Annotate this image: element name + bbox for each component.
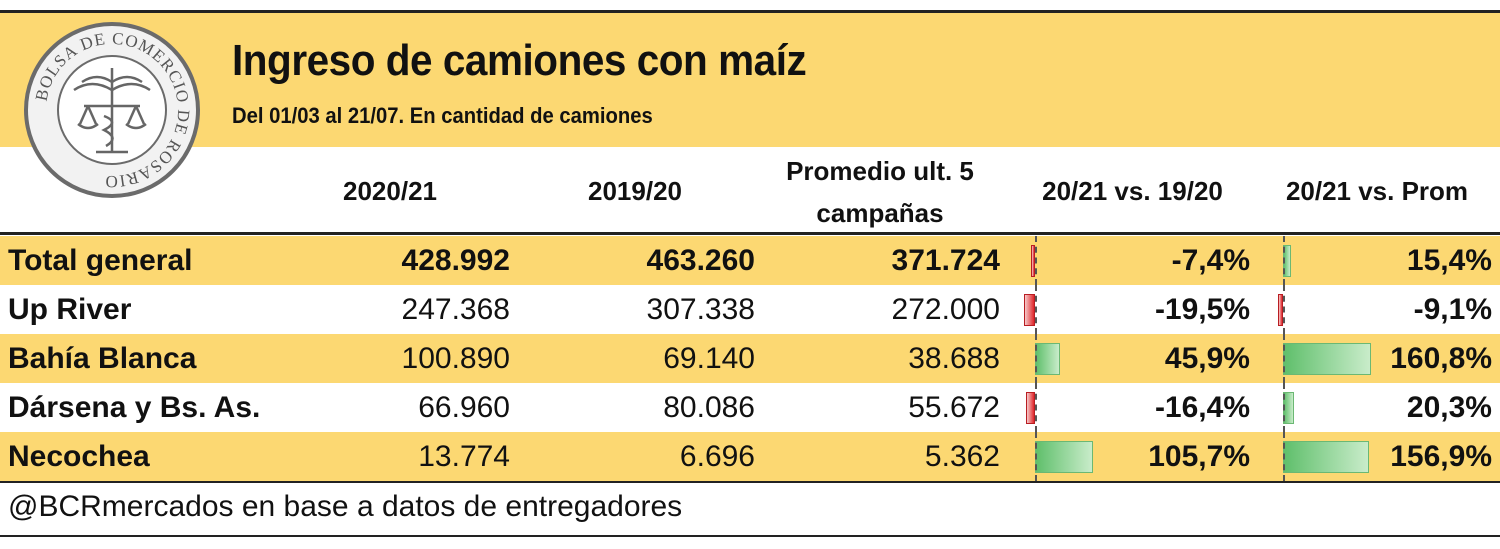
bar-zero-axis — [1035, 285, 1037, 334]
pct-vs-prom: 20,3% — [1406, 391, 1492, 424]
value-promedio: 272.000 — [891, 293, 1000, 326]
value-2019-20: 463.260 — [646, 244, 755, 277]
bar-zero-axis — [1035, 383, 1037, 432]
value-2019-20: 6.696 — [679, 440, 755, 473]
pct-vs-prom: 156,9% — [1390, 440, 1492, 473]
bcr-logo-icon: BOLSA DE COMERCIO DE ROSARIO — [24, 22, 200, 198]
table-row: Up River 247.368 307.338 272.000 -19,5% -9,1% — [0, 285, 1500, 334]
bar-zero-axis — [1283, 285, 1285, 334]
bar-vs-1920 — [1025, 392, 1035, 424]
value-promedio: 5.362 — [924, 440, 1000, 473]
row-name: Dársena y Bs. As. — [8, 391, 261, 424]
value-promedio: 38.688 — [908, 342, 1000, 375]
pct-vs-1920: 45,9% — [1164, 342, 1250, 375]
chart-title: Ingreso de camiones con maíz — [232, 36, 807, 85]
pct-vs-1920: -16,4% — [1154, 391, 1250, 424]
value-promedio: 371.724 — [891, 244, 1000, 277]
colhead-promedio-line1: Promedio ult. 5 — [786, 156, 974, 186]
colhead-2020-21: 2020/21 — [343, 176, 437, 206]
bar-zero-axis — [1035, 432, 1037, 481]
table-bottom-separator — [0, 481, 1500, 483]
top-border — [0, 10, 1500, 13]
pct-vs-prom: 15,4% — [1406, 244, 1492, 277]
pct-vs-1920: -19,5% — [1154, 293, 1250, 326]
colhead-vs-prom: 20/21 vs. Prom — [1285, 176, 1469, 206]
value-2020-21: 247.368 — [401, 293, 510, 326]
table-row: Bahía Blanca 100.890 69.140 38.688 45,9% 160,… — [0, 334, 1500, 383]
value-2019-20: 80.086 — [663, 391, 755, 424]
source-note: @BCRmercados en base a datos de entregad… — [8, 490, 683, 523]
pct-vs-1920: -7,4% — [1171, 244, 1250, 277]
table-row: Dársena y Bs. As. 66.960 80.086 55.672 -16,4… — [0, 383, 1500, 432]
bar-zero-axis — [1283, 236, 1285, 285]
bar-vs-prom — [1283, 343, 1372, 375]
row-name: Necochea — [8, 440, 150, 473]
bar-vs-1920 — [1030, 245, 1035, 277]
table-row: Total general 428.992 463.260 371.724 -7,4% 1… — [0, 236, 1500, 285]
pct-vs-prom: 160,8% — [1390, 342, 1492, 375]
colhead-vs-1920: 20/21 vs. 19/20 — [1042, 176, 1223, 206]
pct-vs-prom: -9,1% — [1413, 293, 1492, 326]
value-promedio: 55.672 — [908, 391, 1000, 424]
value-2020-21: 428.992 — [401, 244, 510, 277]
header-separator — [0, 232, 1500, 235]
value-2020-21: 13.774 — [418, 440, 510, 473]
bar-zero-axis — [1283, 432, 1285, 481]
row-name: Bahía Blanca — [8, 342, 197, 375]
table-row: Necochea 13.774 6.696 5.362 105,7% 156,9% — [0, 432, 1500, 481]
value-2019-20: 69.140 — [663, 342, 755, 375]
row-name: Total general — [8, 244, 193, 277]
bottom-border — [0, 535, 1500, 537]
bar-zero-axis — [1283, 383, 1285, 432]
bar-zero-axis — [1035, 236, 1037, 285]
header-band — [0, 13, 1500, 147]
bar-zero-axis — [1283, 334, 1285, 383]
row-name: Up River — [8, 293, 132, 326]
bar-vs-prom — [1277, 294, 1283, 326]
value-2020-21: 100.890 — [401, 342, 510, 375]
bar-zero-axis — [1035, 334, 1037, 383]
colhead-promedio-line2: campañas — [816, 198, 944, 228]
value-2020-21: 66.960 — [418, 391, 510, 424]
value-2019-20: 307.338 — [646, 293, 755, 326]
pct-vs-1920: 105,7% — [1148, 440, 1250, 473]
colhead-2019-20: 2019/20 — [588, 176, 682, 206]
bar-vs-1920 — [1024, 294, 1035, 326]
bar-vs-1920 — [1035, 441, 1094, 473]
chart-subtitle: Del 01/03 al 21/07. En cantidad de camio… — [232, 103, 653, 128]
bar-vs-1920 — [1035, 343, 1061, 375]
